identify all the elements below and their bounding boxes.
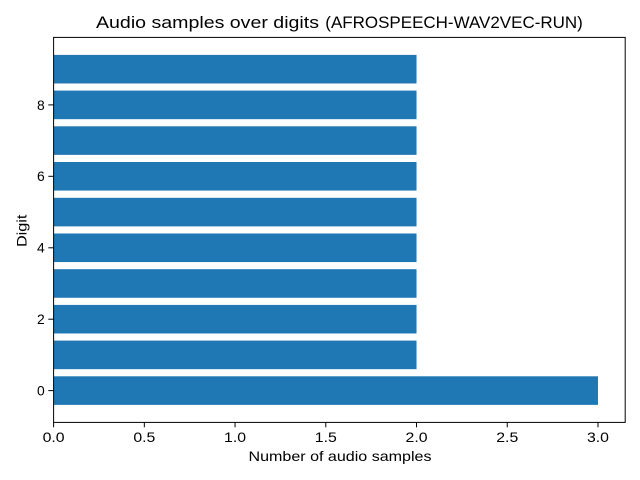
svg-text:2: 2 [37, 311, 45, 327]
svg-text:8: 8 [37, 97, 45, 113]
svg-text:6: 6 [37, 168, 45, 184]
svg-text:0.5: 0.5 [133, 429, 155, 445]
svg-text:Digit: Digit [14, 214, 30, 247]
svg-text:(AFROSPEECH-WAV2VEC-RUN): (AFROSPEECH-WAV2VEC-RUN) [325, 13, 583, 32]
svg-text:1.5: 1.5 [315, 429, 337, 445]
svg-text:2.5: 2.5 [496, 429, 518, 445]
svg-text:4: 4 [37, 240, 45, 256]
svg-text:Number of audio samples: Number of audio samples [249, 448, 432, 464]
svg-text:3.0: 3.0 [587, 429, 609, 445]
svg-text:Audio samples over digits: Audio samples over digits [96, 13, 319, 32]
svg-text:1.0: 1.0 [224, 429, 246, 445]
svg-text:0.0: 0.0 [43, 429, 65, 445]
svg-text:0: 0 [37, 383, 45, 399]
svg-text:2.0: 2.0 [406, 429, 428, 445]
